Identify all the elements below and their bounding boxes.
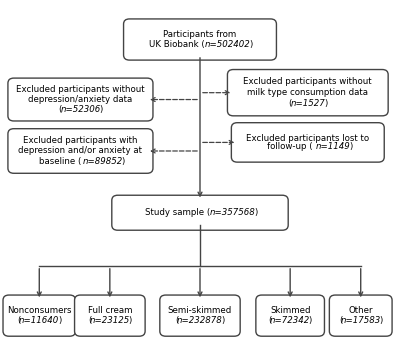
Text: ): ) <box>221 316 224 325</box>
Text: follow-up (: follow-up ( <box>267 142 313 151</box>
Text: Participants from: Participants from <box>163 30 237 40</box>
Text: n=23125: n=23125 <box>90 316 130 325</box>
Text: n=232878: n=232878 <box>177 316 223 325</box>
FancyBboxPatch shape <box>256 295 324 336</box>
Text: n=1527: n=1527 <box>290 99 325 108</box>
Text: Semi-skimmed: Semi-skimmed <box>168 307 232 315</box>
Text: (: ( <box>88 316 91 325</box>
Text: n=89852: n=89852 <box>83 157 123 166</box>
Text: ): ) <box>349 142 352 151</box>
FancyBboxPatch shape <box>112 195 288 230</box>
Text: UK Biobank (: UK Biobank ( <box>149 40 205 49</box>
Text: (: ( <box>288 99 292 108</box>
Text: (: ( <box>339 316 342 325</box>
Text: Excluded participants without: Excluded participants without <box>244 77 372 86</box>
Text: Other: Other <box>348 307 373 315</box>
Text: Skimmed: Skimmed <box>270 307 310 315</box>
Text: n=502402: n=502402 <box>205 40 251 49</box>
Text: n=357568: n=357568 <box>210 208 256 217</box>
Text: ): ) <box>128 316 132 325</box>
Text: ): ) <box>58 316 61 325</box>
Text: Excluded participants with: Excluded participants with <box>23 136 138 145</box>
Text: n=1149: n=1149 <box>316 142 350 151</box>
Text: (: ( <box>17 316 21 325</box>
Text: ): ) <box>122 157 125 166</box>
FancyBboxPatch shape <box>3 295 76 336</box>
Text: Excluded participants lost to: Excluded participants lost to <box>246 134 369 142</box>
Text: ): ) <box>99 105 102 114</box>
FancyBboxPatch shape <box>160 295 240 336</box>
Text: n=72342: n=72342 <box>270 316 310 325</box>
FancyBboxPatch shape <box>124 19 276 60</box>
Text: Excluded participants without: Excluded participants without <box>16 85 145 94</box>
Text: (: ( <box>268 316 272 325</box>
FancyBboxPatch shape <box>8 129 153 173</box>
Text: ): ) <box>249 40 252 49</box>
Text: Nonconsumers: Nonconsumers <box>7 307 72 315</box>
Text: n=52306: n=52306 <box>60 105 100 114</box>
FancyBboxPatch shape <box>228 70 388 116</box>
Text: (: ( <box>176 316 179 325</box>
FancyBboxPatch shape <box>329 295 392 336</box>
Text: ): ) <box>324 99 327 108</box>
Text: Full cream: Full cream <box>88 307 132 315</box>
Text: ): ) <box>379 316 382 325</box>
Text: ): ) <box>254 208 257 217</box>
FancyBboxPatch shape <box>8 78 153 121</box>
FancyBboxPatch shape <box>74 295 145 336</box>
FancyBboxPatch shape <box>231 123 384 162</box>
Text: n=11640: n=11640 <box>19 316 60 325</box>
Text: depression/anxiety data: depression/anxiety data <box>28 95 132 104</box>
Text: (: ( <box>58 105 62 114</box>
Text: milk type consumption data: milk type consumption data <box>247 88 368 97</box>
Text: ): ) <box>309 316 312 325</box>
Text: baseline (: baseline ( <box>39 157 81 166</box>
Text: n=17583: n=17583 <box>340 316 381 325</box>
Text: Study sample (: Study sample ( <box>144 208 210 217</box>
Text: depression and/or anxiety at: depression and/or anxiety at <box>18 147 142 155</box>
